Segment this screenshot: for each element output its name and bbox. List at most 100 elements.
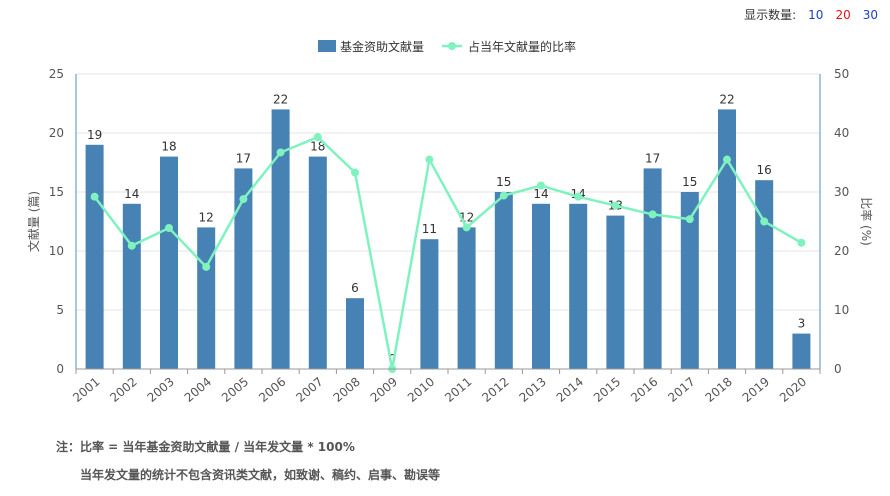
bar-value-label: 18	[161, 140, 176, 154]
bar	[271, 109, 290, 370]
y-left-tick-label: 5	[56, 303, 64, 317]
ratio-point	[202, 262, 211, 271]
ratio-point	[313, 133, 322, 142]
ratio-point	[685, 215, 694, 224]
ratio-point	[537, 181, 545, 190]
bar	[457, 227, 476, 369]
ratio-point	[723, 155, 731, 164]
display-count-label: 显示数量:	[744, 8, 797, 22]
ratio-point	[499, 191, 508, 200]
note-exclusions: 当年发文量的统计不包含资讯类文献，如致谢、稿约、启事、勘误等	[80, 468, 441, 482]
line-series	[90, 133, 806, 373]
x-tick-label: 2010	[405, 375, 437, 405]
bar-value-label: 14	[124, 187, 139, 201]
legend-label-line: 占当年文献量的比率	[468, 39, 576, 54]
ratio-point	[611, 201, 620, 210]
bar	[160, 156, 178, 369]
bar	[420, 239, 439, 369]
bar	[346, 298, 364, 369]
bar	[85, 144, 104, 369]
bar-value-label: 19	[87, 128, 102, 142]
ratio-point	[760, 217, 769, 226]
bar-value-label: 3	[798, 317, 806, 331]
bar	[643, 168, 662, 369]
bar	[755, 180, 774, 369]
ratio-point	[239, 195, 248, 204]
x-tick-label: 2002	[107, 375, 139, 405]
bar-value-label: 17	[236, 151, 251, 165]
ratio-point	[462, 223, 471, 232]
x-tick-label: 2006	[256, 375, 288, 405]
bar-value-label: 15	[682, 175, 697, 189]
bar	[234, 168, 253, 369]
legend: 基金资助文献量 占当年文献量的比率	[318, 39, 576, 54]
bar-value-label: 12	[199, 210, 214, 224]
y-right-tick-label: 20	[834, 244, 849, 258]
x-tick-label: 2009	[368, 375, 400, 405]
x-tick-label: 2015	[591, 375, 623, 405]
ratio-point	[574, 192, 583, 201]
x-tick-label: 2005	[219, 375, 251, 405]
x-tick-label: 2020	[777, 375, 809, 405]
y-left-tick-label: 0	[56, 362, 64, 376]
display-count-option-10[interactable]: 10	[808, 7, 824, 22]
x-tick-label: 2016	[628, 375, 660, 405]
bar-value-label: 22	[273, 92, 288, 106]
x-tick-label: 2007	[293, 375, 325, 405]
ratio-point	[90, 192, 99, 201]
x-tick-label: 2004	[182, 375, 214, 405]
y-left-tick-label: 25	[49, 67, 64, 81]
x-tick-label: 2001	[70, 375, 102, 405]
bar-value-label: 6	[351, 281, 359, 295]
y-right-axis-title: 比率 (%)	[859, 197, 874, 246]
y-left-tick-label: 15	[49, 185, 64, 199]
display-count-option-20[interactable]: 20	[835, 7, 851, 22]
bar-value-label: 16	[757, 163, 772, 177]
y-left-tick-label: 10	[49, 244, 64, 258]
display-count-control: 显示数量: 10 20 30	[744, 6, 878, 23]
ratio-point	[127, 241, 136, 250]
x-tick-label: 2008	[331, 375, 363, 405]
ratio-point	[276, 148, 285, 157]
x-tick-label: 2013	[517, 375, 549, 405]
y-right-tick-label: 50	[834, 67, 849, 81]
bar	[792, 333, 811, 369]
bar	[569, 203, 588, 369]
y-left-axis-title: 文献量 (篇)	[26, 191, 41, 252]
legend-swatch-point	[448, 42, 456, 50]
display-count-option-30[interactable]: 30	[862, 7, 878, 22]
ratio-point	[165, 223, 173, 232]
bar-value-label: 22	[719, 92, 734, 106]
y-right-tick-label: 10	[834, 303, 849, 317]
x-tick-label: 2003	[145, 375, 177, 405]
y-right-tick-label: 30	[834, 185, 849, 199]
ratio-line	[93, 135, 803, 370]
y-right-tick-label: 40	[834, 126, 849, 140]
funding-chart: 1914181217221860111215141413171522163 05…	[26, 39, 874, 405]
x-tick-label: 2017	[665, 375, 697, 405]
x-tick-label: 2014	[554, 375, 586, 405]
bar	[606, 215, 625, 369]
bar-value-label: 17	[645, 151, 660, 165]
ratio-point	[648, 210, 657, 219]
bar	[308, 156, 327, 369]
bar-series: 1914181217221860111215141413171522163	[85, 92, 811, 370]
y-left-tick-label: 20	[49, 126, 64, 140]
bar-value-label: 11	[422, 222, 437, 236]
ratio-point	[425, 155, 434, 164]
bar	[494, 192, 513, 369]
ratio-point	[797, 238, 806, 247]
x-tick-label: 2019	[740, 375, 772, 405]
y-right-tick-label: 0	[834, 362, 842, 376]
bar-value-label: 0	[388, 352, 396, 366]
note-ratio-formula: 注：比率 = 当年基金资助文献量 / 当年发文量 * 100%	[56, 440, 355, 454]
x-tick-label: 2018	[703, 375, 735, 405]
legend-swatch-bar	[318, 40, 336, 52]
bar-value-label: 18	[310, 140, 325, 154]
x-tick-label: 2011	[442, 375, 474, 405]
bar	[122, 203, 141, 369]
bar	[197, 227, 216, 369]
ratio-point	[351, 168, 359, 177]
bar-value-label: 14	[533, 187, 548, 201]
bar	[680, 192, 699, 369]
